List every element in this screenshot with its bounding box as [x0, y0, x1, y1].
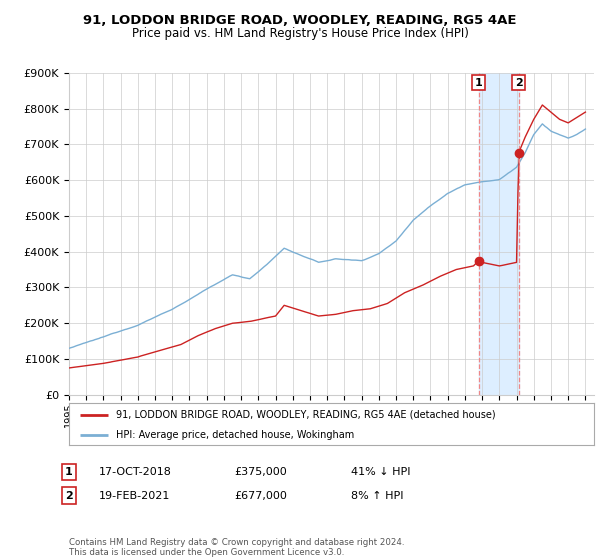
Text: 91, LODDON BRIDGE ROAD, WOODLEY, READING, RG5 4AE: 91, LODDON BRIDGE ROAD, WOODLEY, READING…: [83, 14, 517, 27]
Text: 41% ↓ HPI: 41% ↓ HPI: [351, 467, 410, 477]
Text: Contains HM Land Registry data © Crown copyright and database right 2024.
This d: Contains HM Land Registry data © Crown c…: [69, 538, 404, 557]
Text: 2: 2: [515, 78, 523, 87]
Text: £375,000: £375,000: [234, 467, 287, 477]
Text: 8% ↑ HPI: 8% ↑ HPI: [351, 491, 404, 501]
Text: Price paid vs. HM Land Registry's House Price Index (HPI): Price paid vs. HM Land Registry's House …: [131, 27, 469, 40]
Text: 2: 2: [65, 491, 73, 501]
Bar: [479, 73, 519, 395]
Text: 17-OCT-2018: 17-OCT-2018: [99, 467, 172, 477]
Text: 19-FEB-2021: 19-FEB-2021: [99, 491, 170, 501]
Text: 91, LODDON BRIDGE ROAD, WOODLEY, READING, RG5 4AE (detached house): 91, LODDON BRIDGE ROAD, WOODLEY, READING…: [116, 410, 496, 420]
Text: 1: 1: [475, 78, 482, 87]
Text: £677,000: £677,000: [234, 491, 287, 501]
Text: 1: 1: [65, 467, 73, 477]
Text: HPI: Average price, detached house, Wokingham: HPI: Average price, detached house, Woki…: [116, 430, 355, 440]
